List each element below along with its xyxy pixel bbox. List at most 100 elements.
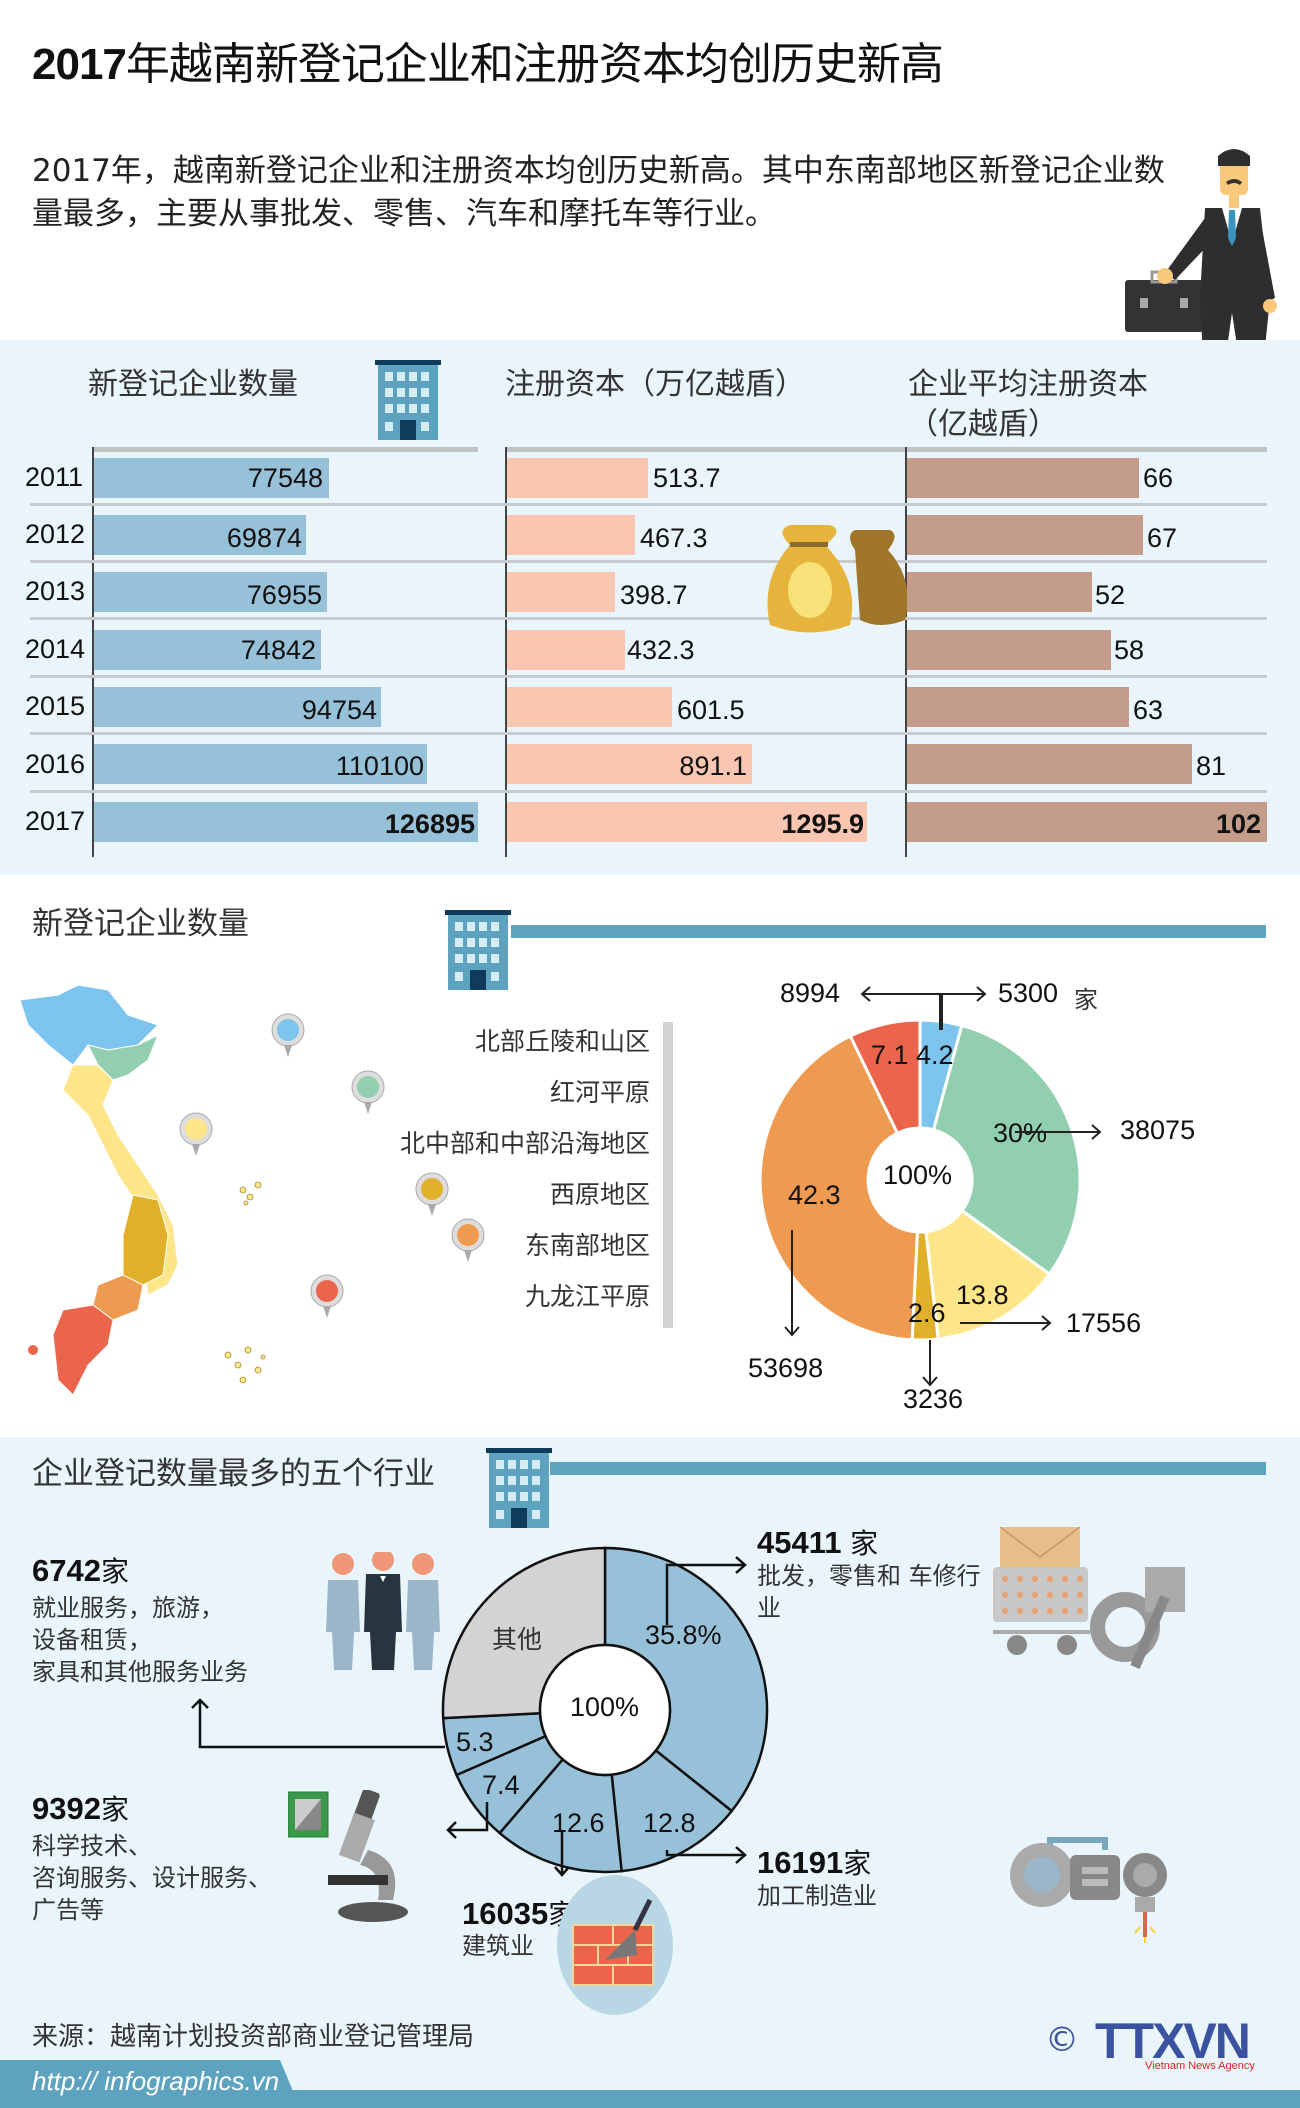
bar-capital bbox=[507, 744, 752, 784]
bar-value: 81 bbox=[1196, 751, 1227, 781]
map-pin-southeast-icon bbox=[451, 1218, 485, 1262]
bar-value: 398.7 bbox=[620, 580, 688, 610]
industry-science-desc: 科学技术、 咨询服务、设计服务、 广告等 bbox=[32, 1832, 272, 1924]
row-divider bbox=[30, 560, 1267, 563]
map-pin-red-river-icon bbox=[351, 1070, 385, 1114]
bar-capital bbox=[507, 802, 867, 842]
industry-services-desc: 就业服务，旅游， 设备租赁， 家具和其他服务业务 bbox=[32, 1594, 248, 1686]
microscope-icon bbox=[288, 1790, 408, 1922]
bar-enterprises bbox=[94, 687, 381, 727]
col3-title-line2: （亿越盾） bbox=[908, 407, 1058, 442]
col2-title: 注册资本（万亿越盾） bbox=[505, 367, 805, 402]
building-icon bbox=[486, 1448, 552, 1528]
people-icon bbox=[326, 1552, 440, 1670]
industry-manufacturing-desc: 加工制造业 bbox=[757, 1882, 877, 1910]
count-label-southeast: 53698 bbox=[748, 1353, 824, 1383]
bar-value: 69874 bbox=[226, 523, 302, 553]
slice-label: 13.8 bbox=[956, 1280, 1009, 1310]
bar-value: 1295.9 bbox=[781, 809, 864, 839]
axis-top-3 bbox=[905, 447, 1267, 452]
map-pin-mekong-icon bbox=[310, 1274, 344, 1318]
legend-divider bbox=[663, 1022, 673, 1328]
map-pin-north-central-icon bbox=[179, 1112, 213, 1156]
slice-label: 12.8 bbox=[643, 1808, 696, 1838]
slice-label: 5.3 bbox=[456, 1727, 494, 1757]
row-divider bbox=[30, 617, 1267, 620]
industry-services-count: 6742家 bbox=[32, 1553, 129, 1588]
bar-avg-capital bbox=[907, 515, 1143, 555]
industry-trade-count: 45411 家 bbox=[757, 1525, 879, 1560]
bar-enterprises bbox=[94, 458, 329, 498]
brick-wall-icon bbox=[557, 1875, 673, 2015]
machine-icon bbox=[1010, 1837, 1167, 1943]
bar-capital bbox=[507, 630, 625, 670]
slice-label: 7.4 bbox=[482, 1770, 520, 1800]
region-label: 红河平原 bbox=[549, 1078, 650, 1107]
industry-construction-desc: 建筑业 bbox=[462, 1932, 534, 1960]
website-link[interactable]: http:// infographics.vn bbox=[0, 2060, 300, 2108]
axis-top-1 bbox=[92, 447, 478, 452]
industry-callout-arrows bbox=[191, 1556, 747, 1877]
region-label: 西原地区 bbox=[549, 1180, 650, 1209]
col3-title-line1: 企业平均注册资本 bbox=[908, 367, 1148, 402]
industry-donut-chart bbox=[441, 1546, 769, 1874]
bar-value: 67 bbox=[1147, 523, 1178, 553]
bar-value: 891.1 bbox=[679, 751, 747, 781]
bar-enterprises bbox=[94, 802, 478, 842]
bar-avg-capital bbox=[907, 572, 1092, 612]
year-label: 2013 bbox=[25, 576, 86, 606]
bar-avg-capital bbox=[907, 630, 1111, 670]
intro-text: 2017年，越南新登记企业和注册资本均创历史新高。其中东南部地区新登记企业数量最… bbox=[32, 153, 1165, 232]
donut-center-label: 100% bbox=[570, 1692, 640, 1722]
region-label: 九龙江平原 bbox=[524, 1282, 650, 1311]
bar-capital bbox=[507, 572, 615, 612]
bar-value: 110100 bbox=[335, 751, 424, 781]
bar-enterprises bbox=[94, 744, 427, 784]
vietnam-map bbox=[19, 985, 266, 1396]
slice-label: 35.8% bbox=[645, 1620, 722, 1650]
bar-value: 467.3 bbox=[640, 523, 708, 553]
row-divider bbox=[30, 503, 1267, 506]
bar-enterprises bbox=[94, 630, 321, 670]
bar-avg-capital bbox=[907, 802, 1267, 842]
unit-label: 家 bbox=[1074, 986, 1098, 1014]
slice-label: 2.6 bbox=[908, 1298, 946, 1328]
slice-label: 42.3 bbox=[788, 1180, 841, 1210]
donut-center-label: 100% bbox=[883, 1160, 953, 1190]
bar-capital bbox=[507, 687, 672, 727]
row-divider bbox=[30, 732, 1267, 735]
bar-value: 52 bbox=[1095, 580, 1126, 610]
count-label-mekong: 8994 bbox=[780, 978, 841, 1008]
section-divider bbox=[511, 925, 1266, 938]
axis-left-1 bbox=[92, 447, 94, 857]
source-text: 来源：越南计划投资部商业登记管理局 bbox=[32, 2022, 475, 2052]
slice-label: 7.1 bbox=[871, 1040, 909, 1070]
industry-trade-desc: 批发，零售和 车修行业 bbox=[757, 1562, 981, 1622]
axis-top-2 bbox=[505, 447, 905, 452]
count-label-central-highlands: 3236 bbox=[903, 1384, 964, 1414]
row-divider bbox=[30, 790, 1267, 793]
bar-value: 76955 bbox=[246, 580, 322, 610]
section-divider bbox=[550, 1462, 1266, 1475]
year-label: 2016 bbox=[25, 749, 86, 779]
count-label-north-central: 17556 bbox=[1066, 1308, 1142, 1338]
bar-value: 126895 bbox=[384, 809, 475, 839]
page-title: 2017年越南新登记企业和注册资本均创历史新高 bbox=[32, 39, 944, 90]
money-bag-icon bbox=[767, 525, 908, 633]
count-label-north-mountain: 5300 bbox=[998, 978, 1059, 1008]
bar-value: 66 bbox=[1143, 463, 1174, 493]
bar-avg-capital bbox=[907, 744, 1192, 784]
region-label: 北中部和中部沿海地区 bbox=[399, 1129, 650, 1158]
ttxvn-logo: © TTXVN Vietnam News Agency bbox=[1045, 2013, 1255, 2072]
building-icon bbox=[445, 910, 511, 990]
industry-section-title: 企业登记数量最多的五个行业 bbox=[32, 1456, 435, 1492]
bar-avg-capital bbox=[907, 458, 1139, 498]
bar-value: 63 bbox=[1133, 695, 1164, 725]
bar-enterprises bbox=[94, 515, 306, 555]
region-label: 北部丘陵和山区 bbox=[474, 1027, 650, 1056]
bar-value: 601.5 bbox=[677, 695, 745, 725]
website-url[interactable]: http:// infographics.vn bbox=[32, 2066, 280, 2096]
year-label: 2012 bbox=[25, 519, 86, 549]
industry-science-count: 9392家 bbox=[32, 1791, 129, 1826]
others-label: 其他 bbox=[492, 1625, 543, 1654]
